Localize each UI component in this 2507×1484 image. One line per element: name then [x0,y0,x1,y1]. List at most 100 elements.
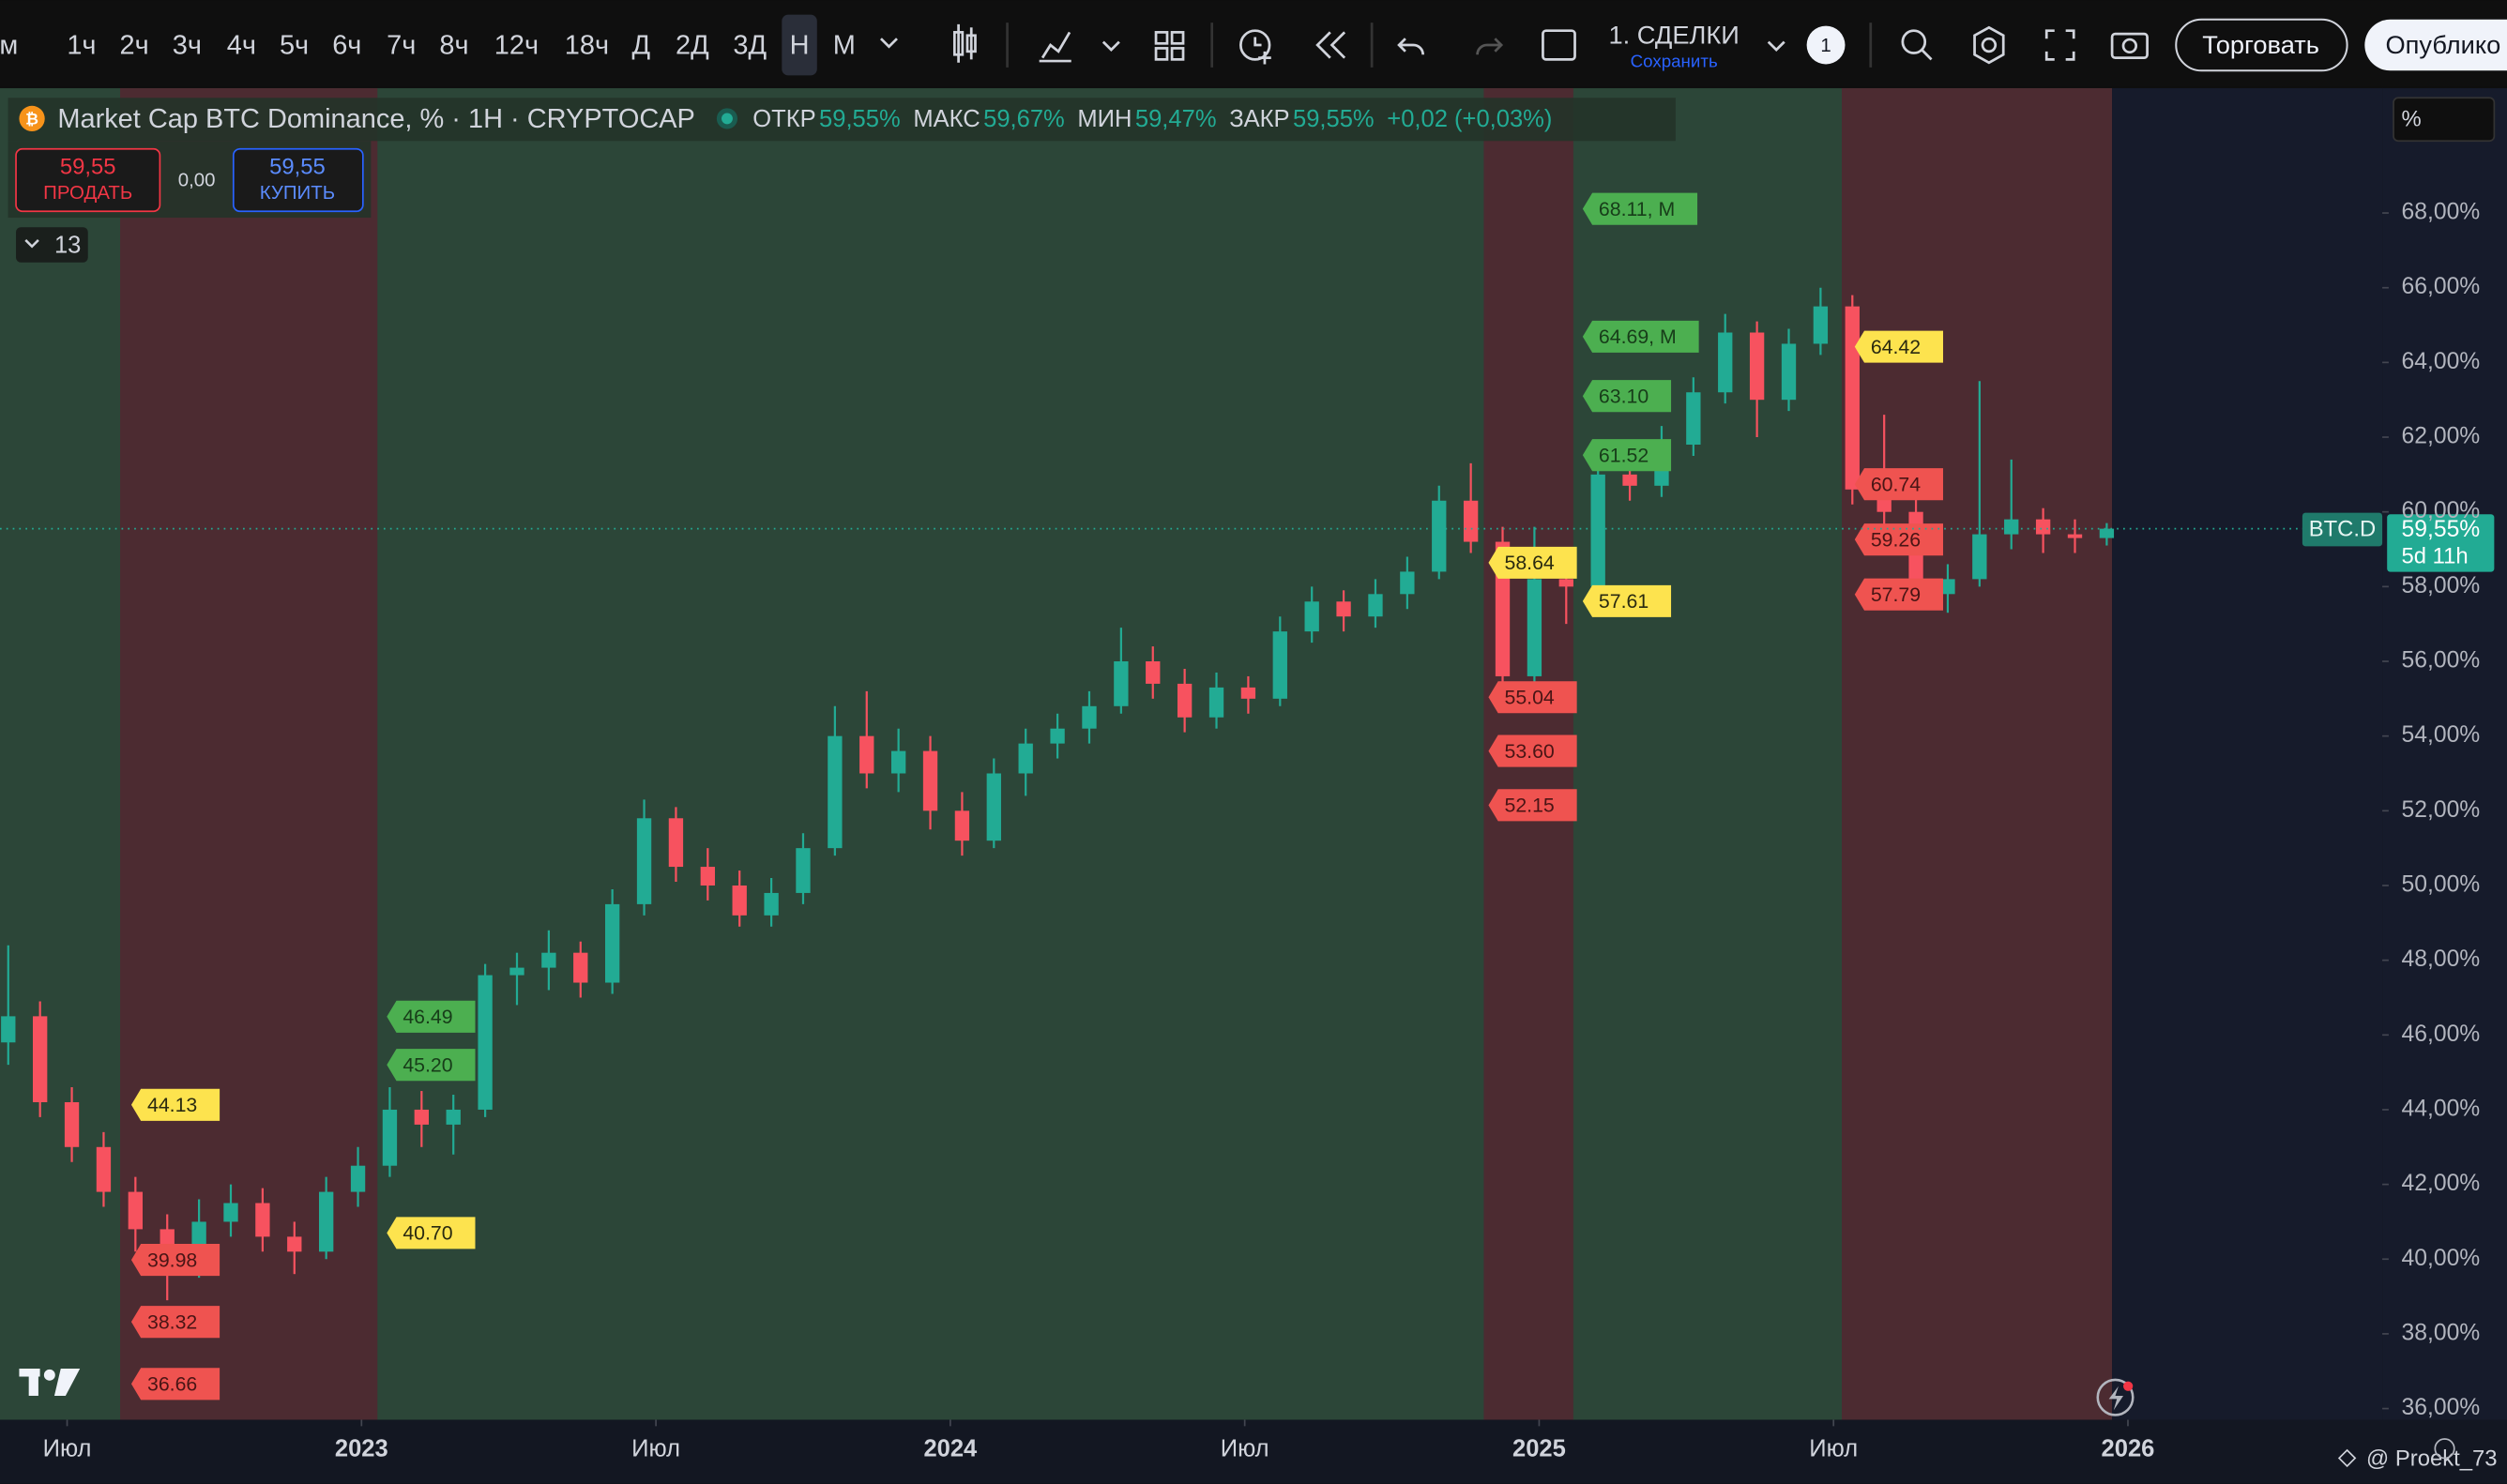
interval[interactable]: 1ч [67,30,96,60]
sell-button[interactable] [15,147,161,213]
price-tag-shape [1488,681,1577,714]
dropdown-icon[interactable] [1102,40,1120,53]
candle-body [922,750,938,811]
x-tick-label: Июл [1221,1436,1269,1462]
lightning-button[interactable] [2096,1378,2135,1416]
interval[interactable]: М [833,30,856,60]
legend-value: 59,55% [1293,106,1375,132]
settings-icon[interactable] [1973,25,2005,65]
candle-body [764,892,779,916]
interval[interactable]: 8ч [439,30,468,60]
interval[interactable]: 7ч [387,30,416,60]
candle-body [1527,579,1542,676]
legend-label: ОТКР [752,106,815,132]
interval[interactable]: 5ч [280,30,309,60]
zones [0,88,2383,1420]
buy-label: КУПИТЬ [260,182,335,204]
price-tag-label: 44.13 [147,1094,197,1116]
interval[interactable]: 3Д [733,30,767,60]
candle-body [2035,519,2051,535]
candle-body [828,735,843,849]
price-tag-label: 45.20 [403,1053,452,1076]
dropdown-icon[interactable] [879,38,898,49]
indicators-icon[interactable] [1039,31,1071,63]
price-tag: 57.61 [1582,584,1672,617]
interval[interactable]: Н [790,30,810,60]
interval[interactable]: 2ч [120,30,149,60]
candle-body [33,1016,48,1102]
price-tag-shape [1488,546,1577,579]
candle-body [446,1109,461,1125]
candles-icon[interactable] [952,23,977,63]
price-tags: 44.13 39.98 38.32 36.66 46.49 45.20 40.70 58.64… [0,192,2495,1401]
price-tag: 52.15 [1488,789,1577,822]
interval[interactable]: Д [632,30,651,60]
price-tag-label: 38.32 [147,1311,197,1334]
scale-mode-box[interactable] [2393,97,2496,143]
indicators-count: 13 [54,232,81,258]
y-tick-label: 64,00% [2402,349,2481,374]
trade-label: Торговать [2202,30,2319,59]
dropdown-icon[interactable] [1767,40,1785,53]
candle-body [1622,474,1637,486]
save-link[interactable]: Сохранить [1631,52,1718,71]
status-dot [716,108,738,129]
candle-body [636,818,652,904]
candle-body [1940,579,1955,595]
price-tag-shape [1854,578,1943,611]
fullscreen-icon[interactable] [2044,29,2075,61]
undo-icon[interactable] [1397,38,1424,55]
layout-box-icon[interactable] [1542,29,1576,61]
legend-value: 59,67% [983,106,1065,132]
badge[interactable] [1806,25,1846,65]
interval[interactable]: 10м [0,30,18,60]
price-tag: 38.32 [130,1306,220,1339]
price-tag: 68.11, M [1582,192,1698,225]
price-tag-label: 58.64 [1504,552,1554,574]
y-tick-label: 52,00% [2402,797,2481,823]
interval[interactable]: 6ч [332,30,361,60]
candle-body [478,975,493,1110]
alert-icon[interactable] [1239,29,1271,65]
y-tick-label: 36,00% [2402,1395,2481,1420]
layout-icon[interactable] [1154,31,1185,61]
candle-body [382,1109,398,1166]
search-icon[interactable] [1901,29,1933,61]
indicators-toggle[interactable] [16,227,88,263]
price-tag-label: 68.11, M [1599,198,1675,220]
candle-body [1146,661,1161,684]
price-tag-shape [1582,320,1699,353]
candle-body [1590,474,1605,587]
candle-body [954,810,970,841]
redo-icon[interactable] [1476,38,1504,55]
replay-icon[interactable] [1315,31,1346,59]
candle-body [1558,579,1573,587]
price-tag: 64.42 [1854,330,1943,363]
candle-body [1272,631,1287,699]
price-tag: 45.20 [387,1049,476,1082]
interval[interactable]: 12ч [494,30,539,60]
zone [120,88,378,1420]
interval[interactable]: 2Д [676,30,709,60]
candle-body [1208,687,1224,718]
buy-price: 59,55 [269,155,326,180]
x-tick-label: Июл [631,1436,680,1462]
settings-gear[interactable] [2434,1438,2455,1460]
buy-button[interactable] [232,147,364,213]
interval[interactable]: 3ч [173,30,202,60]
price-tag: 53.60 [1488,734,1577,767]
trade-button[interactable] [2175,18,2348,72]
candle-body [1114,661,1129,706]
layout-name[interactable]: 1. СДЕЛКИ [1608,21,1739,50]
price-tag-label: 61.52 [1599,444,1649,466]
candle-body [573,952,588,983]
price-tag: 36.66 [130,1368,220,1401]
interval[interactable]: 18ч [565,30,609,60]
candle-body [1781,343,1797,401]
publish-button[interactable] [2364,19,2507,71]
interval[interactable]: 4ч [227,30,256,60]
price-tag-shape [1488,789,1577,822]
snapshot-icon[interactable] [2110,32,2149,60]
